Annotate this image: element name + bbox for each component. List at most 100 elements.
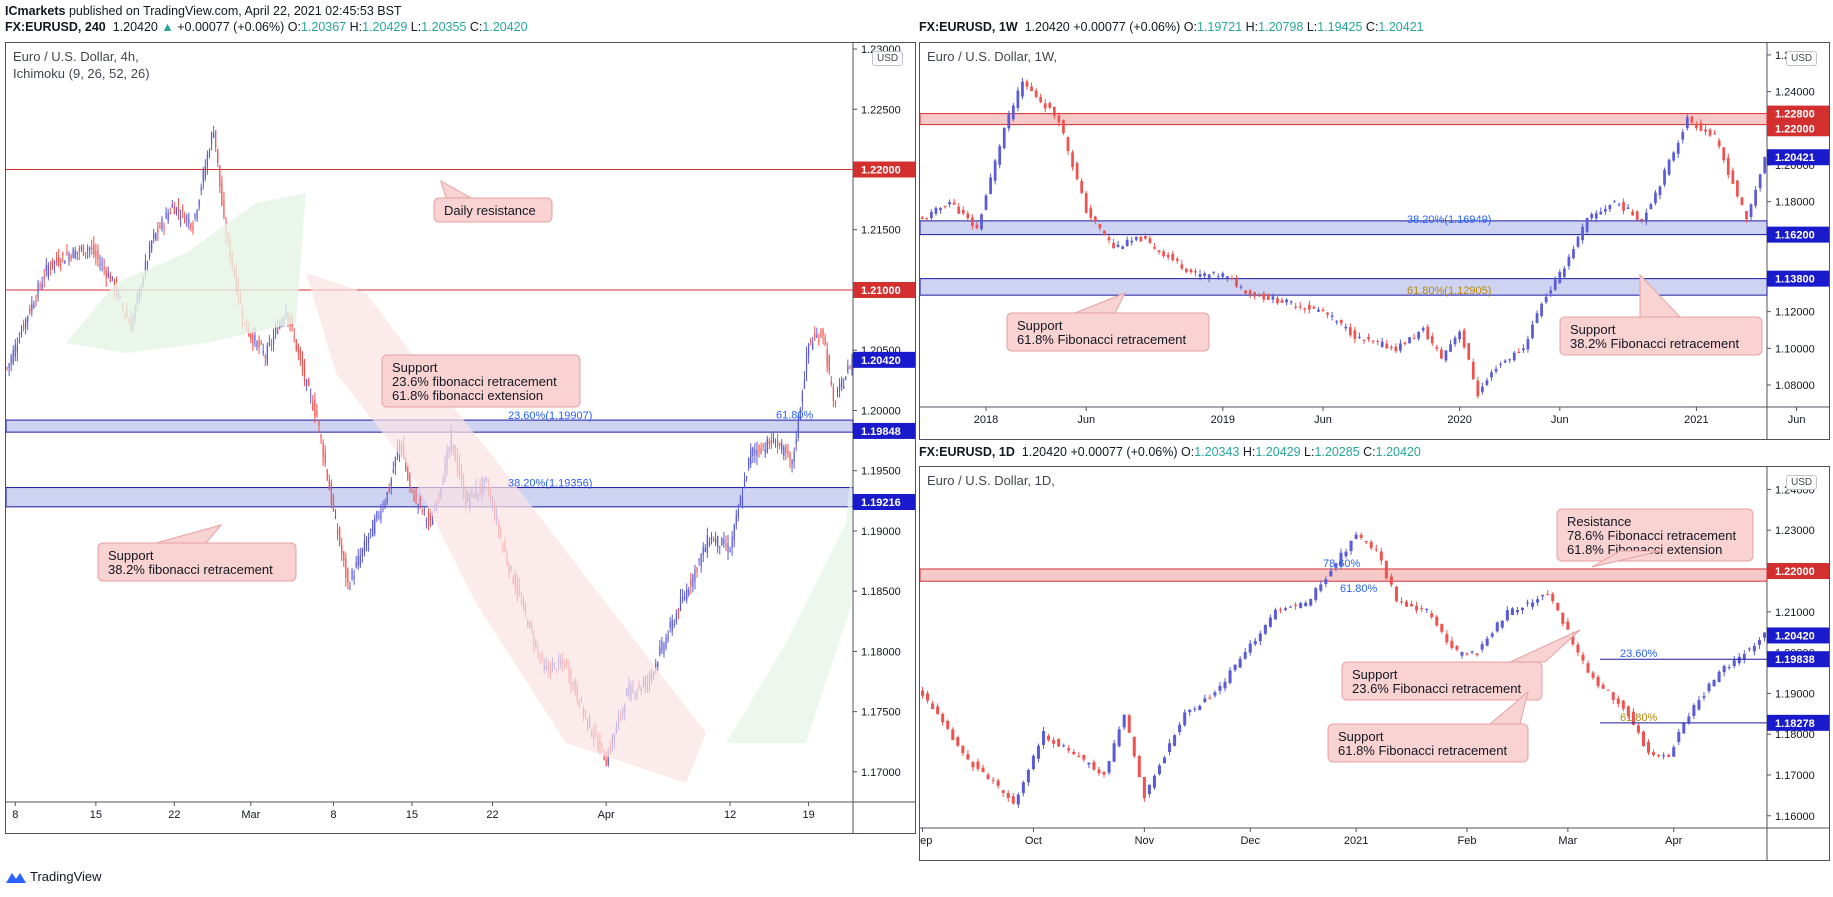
candle-body [1453,337,1457,345]
published-text: published on TradingView.com, April 22, … [68,4,402,18]
y-tick-label: 1.21000 [1775,607,1815,619]
candle-body [1471,361,1475,380]
candle-body [1376,340,1380,342]
annotation-support-61-box [1327,723,1529,763]
candle-body [1512,352,1516,361]
candle-body [1485,638,1489,646]
candle-body [830,381,832,385]
candle-body [675,613,677,623]
chart-canvas-1d[interactable]: 1.240001.230001.220001.210001.200001.190… [920,467,1829,860]
candle-body [1566,621,1570,630]
candle-body [97,250,99,260]
candle-body [217,149,219,163]
candle-body [93,244,95,255]
candle-body [1047,735,1051,741]
candle-body [411,487,413,489]
chart-panel-4h[interactable]: 1.230001.225001.220001.215001.210001.205… [5,42,916,834]
candle-body [801,392,804,403]
candle-body [1740,197,1744,205]
candle-body [1239,286,1243,288]
candle-body [1084,193,1088,213]
candle-body [1284,608,1288,610]
candle-body [318,421,320,426]
candle-body [1280,300,1284,303]
fib-level-label-0: 23.60%(1.19907) [508,410,592,422]
candle-body [603,755,605,760]
last-price-label: 1.20420 [1775,630,1815,642]
candle-body [8,363,10,369]
candle-body [1426,326,1430,339]
candle-body [1389,576,1393,585]
candle-body [930,211,933,218]
candle-body [957,206,961,214]
support-price-label-0: 1.19838 [1775,654,1815,666]
candle-body [1367,337,1370,340]
candle-body [1093,216,1097,222]
chart-panel-1w[interactable]: 1.260001.240001.220001.200001.180001.160… [919,42,1830,440]
candle-body [336,528,339,535]
candle-body [1057,739,1061,747]
footer-brand[interactable]: TradingView [6,869,102,884]
candle-body [250,332,252,339]
candle-body [1500,620,1504,628]
low-label: L: [1306,20,1318,34]
candle-body [673,624,675,626]
candle-body [1016,794,1020,805]
currency-badge[interactable]: USD [872,51,904,66]
candle-body [1125,239,1129,247]
candle-body [1405,601,1409,607]
candle-body [1122,714,1126,728]
candle-body [421,510,423,512]
currency-badge[interactable]: USD [1786,51,1818,66]
currency-badge[interactable]: USD [1786,475,1818,490]
x-tick-label: Apr [598,809,615,821]
candle-body [274,327,277,334]
candle-body [1148,238,1152,243]
candle-body [1676,142,1680,154]
candle-body [1253,292,1257,297]
candle-body [1465,653,1469,655]
candle-body [981,767,985,773]
candle-body [1294,604,1298,606]
candle-body [1034,90,1038,98]
candle-body [1289,301,1293,303]
x-tick-label: 22 [486,809,498,821]
candle-body [260,341,262,344]
candle-body [1226,276,1229,279]
candle-body [1462,330,1466,348]
candle-body [1048,103,1052,108]
candle-body [688,589,690,595]
candle-body [43,276,45,279]
candle-body [324,452,326,464]
chart-canvas-1w[interactable]: 1.260001.240001.220001.200001.180001.160… [920,43,1829,439]
candle-body [215,130,217,149]
y-tick-label: 1.22500 [861,104,901,116]
candle-body [45,264,47,271]
candle-body [1207,274,1211,279]
chart-panel-1d[interactable]: 1.240001.230001.220001.210001.200001.190… [919,466,1830,861]
candle-body [1312,306,1316,309]
candle-body [1540,303,1543,316]
candle-body [392,469,394,473]
chart-canvas-4h[interactable]: 1.230001.225001.220001.215001.210001.205… [6,43,915,833]
candle-body [993,160,997,181]
candle-body [1087,762,1091,765]
candle-body [1449,344,1452,352]
candle-body [376,511,378,519]
candle-body [345,558,347,578]
x-tick-label: Feb [1458,835,1477,847]
candle-body [1692,705,1696,716]
candle-body [1410,603,1414,607]
candle-body [78,248,80,252]
x-tick-label: Dec [1240,835,1260,847]
candle-body [1178,724,1182,733]
candle-body [1417,331,1421,339]
candle-body [843,385,845,389]
candle-body [715,538,717,544]
candle-body [305,379,308,386]
candle-body [663,644,665,653]
candle-body [1722,147,1726,161]
candle-body [766,438,768,453]
candle-body [1626,207,1630,209]
candle-body [1522,348,1525,351]
